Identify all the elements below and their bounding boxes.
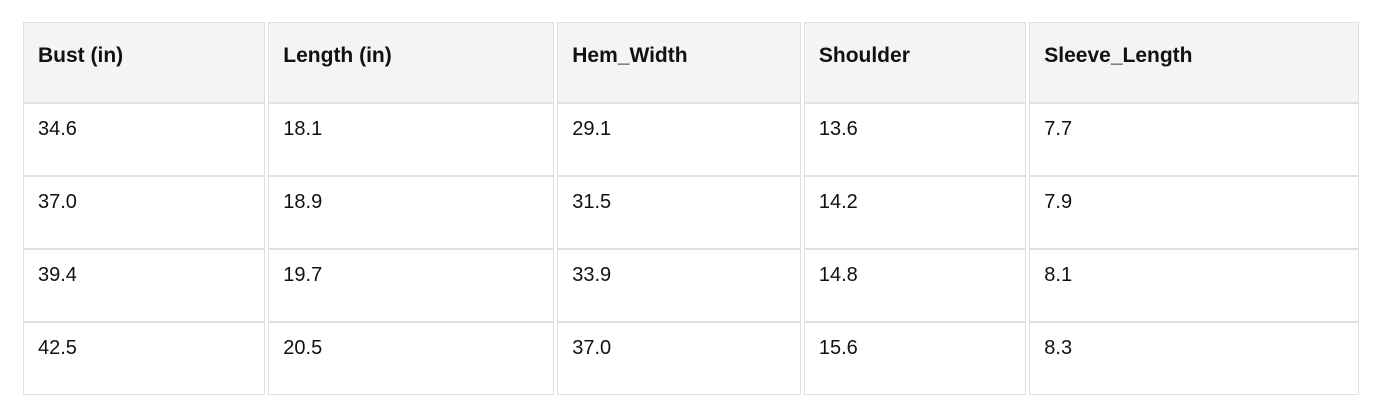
table-cell: 31.5 [557,176,801,249]
table-cell: 37.0 [557,322,801,395]
table-cell: 14.8 [803,249,1027,322]
table-cell: 15.6 [803,322,1027,395]
table-cell: 20.5 [268,322,555,395]
table-row: 37.0 18.9 31.5 14.2 7.9 [23,176,1359,249]
table-cell: 29.1 [557,103,801,176]
table-row: 34.6 18.1 29.1 13.6 7.7 [23,103,1359,176]
table-cell: 19.7 [268,249,555,322]
column-header: Hem_Width [557,22,801,103]
table-cell: 18.1 [268,103,555,176]
table-cell: 14.2 [803,176,1027,249]
column-header: Sleeve_Length [1029,22,1359,103]
table-cell: 39.4 [23,249,266,322]
table-body: 34.6 18.1 29.1 13.6 7.7 37.0 18.9 31.5 14.2 7.9 39… [23,103,1359,395]
column-header: Bust (in) [23,22,266,103]
table-cell: 7.7 [1029,103,1359,176]
column-header: Shoulder [803,22,1027,103]
table-cell: 8.1 [1029,249,1359,322]
table-cell: 18.9 [268,176,555,249]
table-cell: 13.6 [803,103,1027,176]
header-row: Bust (in) Length (in) Hem_Width Shoulder Sle… [23,22,1359,103]
column-header: Length (in) [268,22,555,103]
table-row: 42.5 20.5 37.0 15.6 8.3 [23,322,1359,395]
table-cell: 34.6 [23,103,266,176]
table-row: 39.4 19.7 33.9 14.8 8.1 [23,249,1359,322]
table-cell: 42.5 [23,322,266,395]
table-cell: 33.9 [557,249,801,322]
table-cell: 37.0 [23,176,266,249]
measurements-table: Bust (in) Length (in) Hem_Width Shoulder Sle… [20,22,1362,395]
table-cell: 7.9 [1029,176,1359,249]
table-cell: 8.3 [1029,322,1359,395]
